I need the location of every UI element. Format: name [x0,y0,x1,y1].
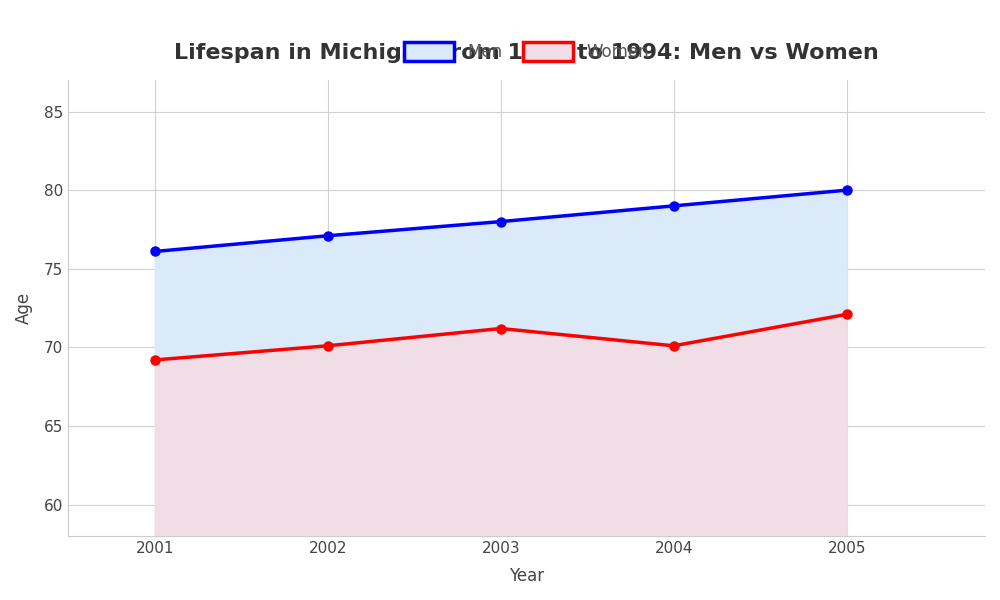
Title: Lifespan in Michigan from 1963 to 1994: Men vs Women: Lifespan in Michigan from 1963 to 1994: … [174,43,879,63]
X-axis label: Year: Year [509,567,544,585]
Legend: Men, Women: Men, Women [396,34,657,70]
Y-axis label: Age: Age [15,292,33,324]
